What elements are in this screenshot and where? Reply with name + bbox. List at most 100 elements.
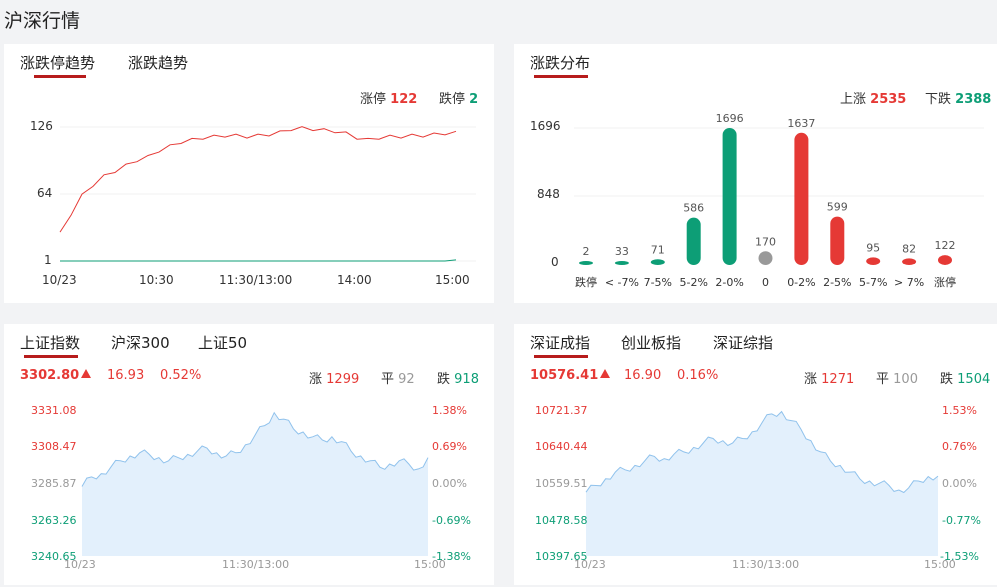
bar-value-label: 599 (827, 201, 848, 214)
down-count-stat: 跌 918 (437, 368, 479, 387)
limit-up-label: 涨停 (360, 92, 387, 107)
right-tick: 0.69% (432, 440, 467, 453)
limit-down-stat: 跌停 2 (439, 88, 478, 107)
up-count-stat: 上涨 2535 (840, 88, 906, 107)
left-tick: 3308.47 (31, 440, 77, 453)
sz-index-chart (585, 410, 939, 556)
up-count-stat: 涨 1299 (309, 368, 359, 387)
flat-count-stat: 平 92 (381, 368, 415, 387)
down-count-label: 下跌 (925, 92, 952, 107)
category-label: > 7% (894, 276, 924, 289)
tab-sz-component[interactable]: 深证成指 (530, 334, 591, 352)
tab-sz-composite[interactable]: 深证综指 (713, 334, 774, 352)
x-tick: 11:30/13:00 (222, 558, 290, 571)
right-tick: 1.38% (432, 404, 467, 417)
distribution-chart: 2 跌停 33 < -7% 71 7-5% 586 5-2% 1696 2-0% 170 0 1637 0… (574, 112, 984, 289)
index-area (586, 411, 938, 556)
index-line (585, 410, 939, 494)
x-tick: 14:00 (337, 273, 372, 287)
bar-value-label: 71 (651, 243, 665, 256)
bar (686, 217, 701, 265)
tab-csi300[interactable]: 沪深300 (111, 334, 170, 352)
left-tick: 3240.65 (31, 550, 77, 563)
y-tick: 848 (537, 187, 560, 201)
flat-label: 平 (381, 372, 395, 387)
y-tick: 0 (551, 255, 559, 269)
bar-value-label: 2 (583, 245, 590, 258)
x-tick: 11:30/13:00 (732, 558, 800, 571)
category-label: 7-5% (644, 276, 672, 289)
bar (758, 251, 773, 265)
up-arrow-icon (81, 369, 92, 378)
bar (650, 259, 665, 265)
index-change-pct: 0.16% (677, 368, 719, 383)
active-tab-indicator (534, 75, 588, 78)
tab-sse50[interactable]: 上证50 (198, 334, 248, 352)
flat-count-stat: 平 100 (876, 368, 918, 387)
limit-trend-chart (59, 126, 476, 262)
tab-limit-trend[interactable]: 涨跌停趋势 (20, 54, 96, 72)
x-tick: 10/23 (42, 273, 77, 287)
bar-value-label: 1637 (787, 117, 815, 130)
category-label: 5-7% (859, 276, 887, 289)
right-tick: -1.53% (940, 550, 979, 563)
bar-value-label: 33 (615, 245, 629, 258)
page-title: 沪深行情 (4, 10, 81, 32)
bar-value-label: 95 (866, 241, 880, 254)
up-count-label: 上涨 (840, 92, 867, 107)
tab-chinext[interactable]: 创业板指 (621, 334, 682, 352)
bar (614, 261, 629, 265)
index-change-pct: 0.52% (160, 368, 202, 383)
left-tick: 10559.51 (535, 477, 588, 490)
limit-up-value: 122 (390, 92, 418, 107)
bar-value-label: 82 (902, 242, 916, 255)
right-tick: 0.00% (432, 477, 467, 490)
category-label: 2-5% (823, 276, 851, 289)
category-label: < -7% (605, 276, 639, 289)
index-change: 16.90 (624, 368, 662, 383)
sh-index-chart (81, 411, 429, 556)
index-price-value: 3302.80 (20, 368, 80, 383)
bar-value-label: 586 (683, 202, 704, 215)
up-count-stat: 涨 1271 (804, 368, 854, 387)
x-tick: 11:30/13:00 (219, 273, 293, 287)
active-tab-indicator (24, 355, 78, 358)
left-tick: 10478.58 (535, 514, 588, 527)
active-tab-indicator (534, 355, 588, 358)
category-label: 2-0% (715, 276, 743, 289)
bar (794, 132, 809, 265)
down-count-value: 2388 (955, 92, 992, 107)
limit-trend-panel: 涨跌停趋势 涨跌趋势 涨停 122 跌停 2 126 64 1 10/23 10… (4, 44, 494, 303)
y-tick: 1 (44, 253, 52, 267)
limit-down-line (60, 259, 457, 262)
y-tick: 126 (30, 119, 53, 133)
index-change: 16.93 (107, 368, 145, 383)
tab-updown-trend[interactable]: 涨跌趋势 (128, 54, 189, 72)
bar-value-label: 1696 (716, 112, 744, 125)
tab-sh-composite[interactable]: 上证指数 (20, 334, 81, 352)
down-count-stat: 下跌 2388 (925, 88, 991, 107)
up-value: 1299 (326, 372, 360, 387)
x-tick: 10/23 (574, 558, 606, 571)
distribution-panel: 涨跌分布 上涨 2535 下跌 2388 1696 848 0 2 跌停 33 < -… (514, 44, 997, 303)
x-tick: 15:00 (414, 558, 446, 571)
down-label: 跌 (940, 372, 954, 387)
limit-up-line (59, 126, 457, 233)
category-label: 跌停 (575, 275, 597, 289)
category-label: 涨停 (934, 275, 956, 289)
right-tick: 0.00% (942, 477, 977, 490)
x-tick: 10/23 (64, 558, 96, 571)
sh-index-panel: 上证指数 沪深300 上证50 3302.80 16.93 0.52% 涨 12… (4, 324, 494, 585)
down-label: 跌 (437, 372, 451, 387)
left-tick: 10721.37 (535, 404, 588, 417)
flat-value: 100 (893, 372, 918, 387)
right-tick: 1.53% (942, 404, 977, 417)
active-tab-indicator (34, 75, 86, 78)
bar (902, 258, 917, 265)
left-tick: 10640.44 (535, 440, 588, 453)
x-tick: 15:00 (924, 558, 956, 571)
down-value: 1504 (957, 372, 991, 387)
down-value: 918 (454, 372, 479, 387)
right-tick: -1.38% (432, 550, 471, 563)
tab-distribution[interactable]: 涨跌分布 (530, 54, 591, 72)
